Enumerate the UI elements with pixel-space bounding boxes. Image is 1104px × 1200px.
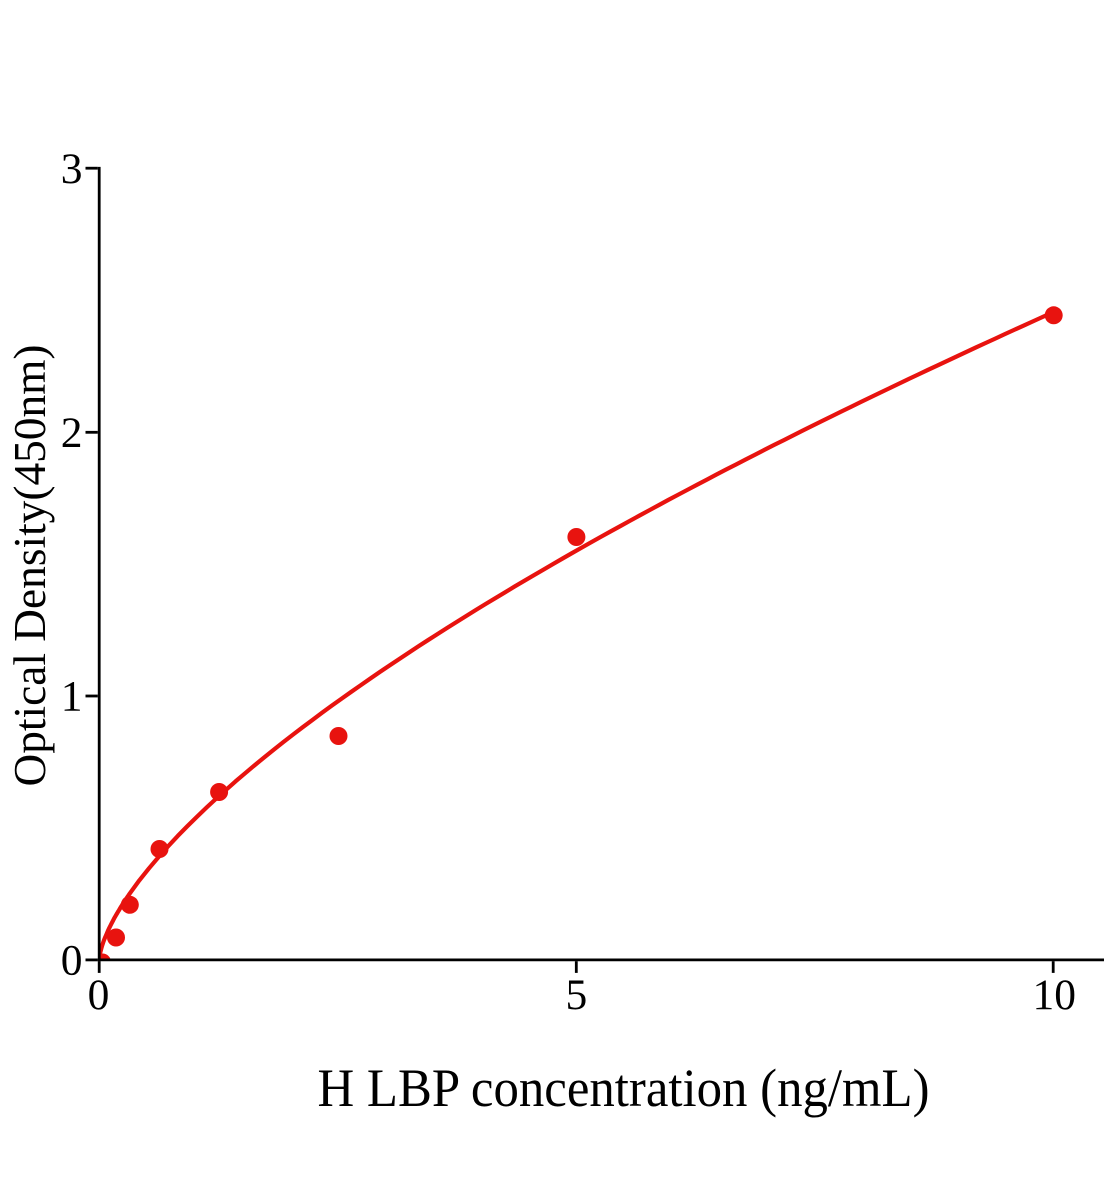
svg-text:10: 10 <box>1033 971 1077 1019</box>
svg-text:2: 2 <box>61 409 83 457</box>
svg-text:H LBP concentration (ng/mL): H LBP concentration (ng/mL) <box>318 1058 930 1118</box>
svg-text:5: 5 <box>566 971 588 1019</box>
svg-text:1: 1 <box>61 673 83 721</box>
svg-text:3: 3 <box>61 145 83 193</box>
svg-text:0: 0 <box>61 936 83 984</box>
svg-text:Optical Density(450nm): Optical Density(450nm) <box>5 345 55 787</box>
svg-text:0: 0 <box>88 971 110 1019</box>
